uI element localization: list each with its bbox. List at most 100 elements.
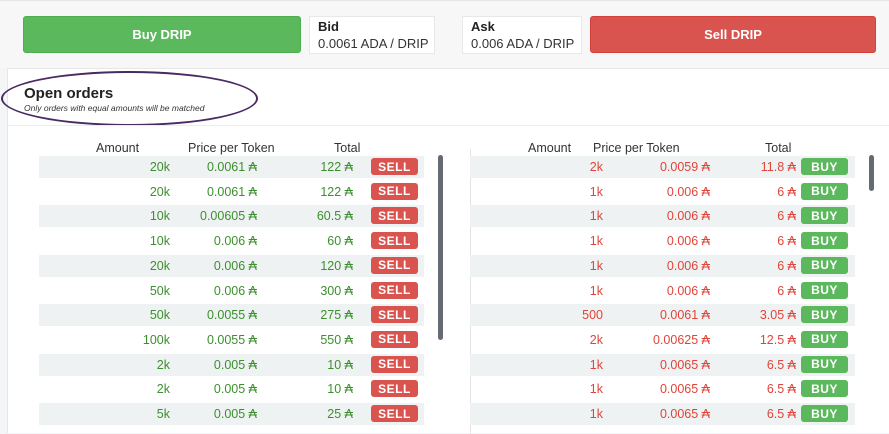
bid-value: 0.0061 ADA / DRIP — [318, 36, 429, 51]
order-amount: 10k — [149, 209, 170, 224]
open-orders-title: Open orders — [24, 85, 114, 102]
buy-order-button[interactable]: BUY — [801, 232, 848, 250]
order-total: 60.5 ₳ — [316, 209, 353, 224]
order-amount: 10k — [149, 234, 170, 249]
sell-order-button[interactable]: SELL — [371, 330, 418, 348]
buy-order-row: 1k 0.006 ₳ 6 ₳ BUY — [470, 230, 855, 252]
order-price: 0.0065 ₳ — [659, 407, 710, 421]
sell-order-row: 10k 0.006 ₳ 60 ₳ SELL — [39, 230, 424, 252]
buy-order-button[interactable]: BUY — [801, 306, 848, 324]
sell-order-row: 10k 0.00605 ₳ 60.5 ₳ SELL — [39, 205, 424, 228]
order-amount: 50k — [149, 308, 170, 323]
buy-order-row: 500 0.0061 ₳ 3.05 ₳ BUY — [470, 304, 855, 327]
buy-order-row: 1k 0.0065 ₳ 6.5 ₳ BUY — [470, 353, 855, 376]
buy-order-button[interactable]: BUY — [801, 380, 848, 398]
sell-order-row: 2k 0.005 ₳ 10 ₳ SELL — [39, 353, 424, 376]
buy-order-button[interactable]: BUY — [801, 158, 848, 175]
order-amount: 20k — [149, 160, 170, 174]
sell-order-button[interactable]: SELL — [371, 281, 418, 299]
order-price: 0.006 ₳ — [213, 283, 257, 298]
sell-order-button[interactable]: SELL — [371, 232, 418, 250]
order-amount: 500 — [582, 308, 603, 323]
sell-order-button[interactable]: SELL — [371, 256, 418, 274]
sell-drip-button[interactable]: Sell DRIP — [590, 16, 876, 53]
order-price: 0.006 ₳ — [213, 234, 257, 249]
order-amount: 1k — [589, 283, 603, 298]
right-header-amount: Amount — [528, 141, 572, 155]
tables-divider — [470, 149, 471, 434]
sell-order-button[interactable]: SELL — [371, 207, 418, 225]
buy-order-button[interactable]: BUY — [801, 281, 848, 299]
right-header-price: Price per Token — [593, 141, 680, 155]
order-price: 0.006 ₳ — [666, 258, 710, 273]
order-total: 122 ₳ — [320, 160, 353, 174]
order-price: 0.006 ₳ — [213, 258, 257, 273]
order-amount: 2k — [589, 160, 603, 174]
right-scrollbar[interactable] — [869, 155, 874, 191]
order-price: 0.0061 ₳ — [206, 184, 257, 199]
order-price: 0.00625 ₳ — [653, 332, 710, 347]
buy-order-button[interactable]: BUY — [801, 330, 848, 348]
order-price: 0.005 ₳ — [213, 357, 257, 372]
right-header-total: Total — [765, 141, 792, 155]
order-total: 6.5 ₳ — [766, 357, 796, 372]
order-total: 275 ₳ — [320, 308, 353, 323]
order-amount: 1k — [589, 382, 603, 397]
sell-order-button[interactable]: SELL — [371, 182, 418, 200]
buy-order-button[interactable]: BUY — [801, 355, 848, 373]
open-orders-panel: Open orders Only orders with equal amoun… — [1, 68, 889, 434]
order-total: 6.5 ₳ — [766, 407, 796, 421]
order-total: 6 ₳ — [777, 209, 796, 224]
order-total: 25 ₳ — [327, 407, 353, 421]
order-total: 6 ₳ — [777, 184, 796, 199]
left-header-total: Total — [334, 141, 361, 155]
ask-label: Ask — [471, 19, 495, 34]
sell-order-button[interactable]: SELL — [371, 158, 418, 175]
buy-order-button[interactable]: BUY — [801, 182, 848, 200]
order-price: 0.006 ₳ — [666, 283, 710, 298]
sell-order-button[interactable]: SELL — [371, 355, 418, 373]
buy-order-row: 2k 0.00625 ₳ 12.5 ₳ BUY — [470, 329, 855, 351]
order-price: 0.0065 ₳ — [659, 382, 710, 397]
order-price: 0.0061 ₳ — [659, 308, 710, 323]
trade-toolbar: Buy DRIP Bid 0.0061 ADA / DRIP Ask 0.006… — [0, 0, 889, 68]
buy-order-row: 2k 0.0059 ₳ 11.8 ₳ BUY — [470, 156, 855, 178]
sell-order-row: 2k 0.005 ₳ 10 ₳ SELL — [39, 378, 424, 400]
order-amount: 50k — [149, 283, 170, 298]
order-amount: 20k — [149, 258, 170, 273]
sell-order-row: 20k 0.0061 ₳ 122 ₳ SELL — [39, 156, 424, 178]
order-price: 0.006 ₳ — [666, 209, 710, 224]
buy-order-row: 1k 0.0065 ₳ 6.5 ₳ BUY — [470, 403, 855, 425]
header-divider — [8, 125, 889, 126]
buy-order-row: 1k 0.006 ₳ 6 ₳ BUY — [470, 254, 855, 277]
order-total: 3.05 ₳ — [759, 308, 796, 323]
order-amount: 1k — [589, 234, 603, 249]
order-total: 6 ₳ — [777, 283, 796, 298]
order-price: 0.0059 ₳ — [659, 160, 710, 174]
sell-order-row: 50k 0.0055 ₳ 275 ₳ SELL — [39, 304, 424, 327]
order-price: 0.005 ₳ — [213, 382, 257, 397]
buy-order-button[interactable]: BUY — [801, 405, 848, 422]
sell-order-button[interactable]: SELL — [371, 405, 418, 422]
order-price: 0.00605 ₳ — [200, 209, 257, 224]
sell-order-row: 5k 0.005 ₳ 25 ₳ SELL — [39, 403, 424, 425]
order-price: 0.0061 ₳ — [206, 160, 257, 174]
order-amount: 1k — [589, 407, 603, 421]
buy-order-button[interactable]: BUY — [801, 207, 848, 225]
order-amount: 1k — [589, 258, 603, 273]
order-amount: 100k — [142, 332, 170, 347]
buy-drip-button[interactable]: Buy DRIP — [23, 16, 301, 53]
left-scrollbar[interactable] — [438, 155, 443, 340]
sell-order-row: 100k 0.0055 ₳ 550 ₳ SELL — [39, 329, 424, 351]
buy-order-row: 1k 0.006 ₳ 6 ₳ BUY — [470, 280, 855, 302]
order-total: 6 ₳ — [777, 234, 796, 249]
order-total: 6 ₳ — [777, 258, 796, 273]
order-amount: 2k — [156, 357, 170, 372]
sell-order-button[interactable]: SELL — [371, 380, 418, 398]
order-amount: 2k — [589, 332, 603, 347]
sell-order-row: 20k 0.0061 ₳ 122 ₳ SELL — [39, 181, 424, 203]
order-total: 10 ₳ — [327, 382, 353, 397]
buy-order-button[interactable]: BUY — [801, 256, 848, 274]
sell-order-button[interactable]: SELL — [371, 306, 418, 324]
open-orders-subtitle: Only orders with equal amounts will be m… — [24, 103, 205, 113]
